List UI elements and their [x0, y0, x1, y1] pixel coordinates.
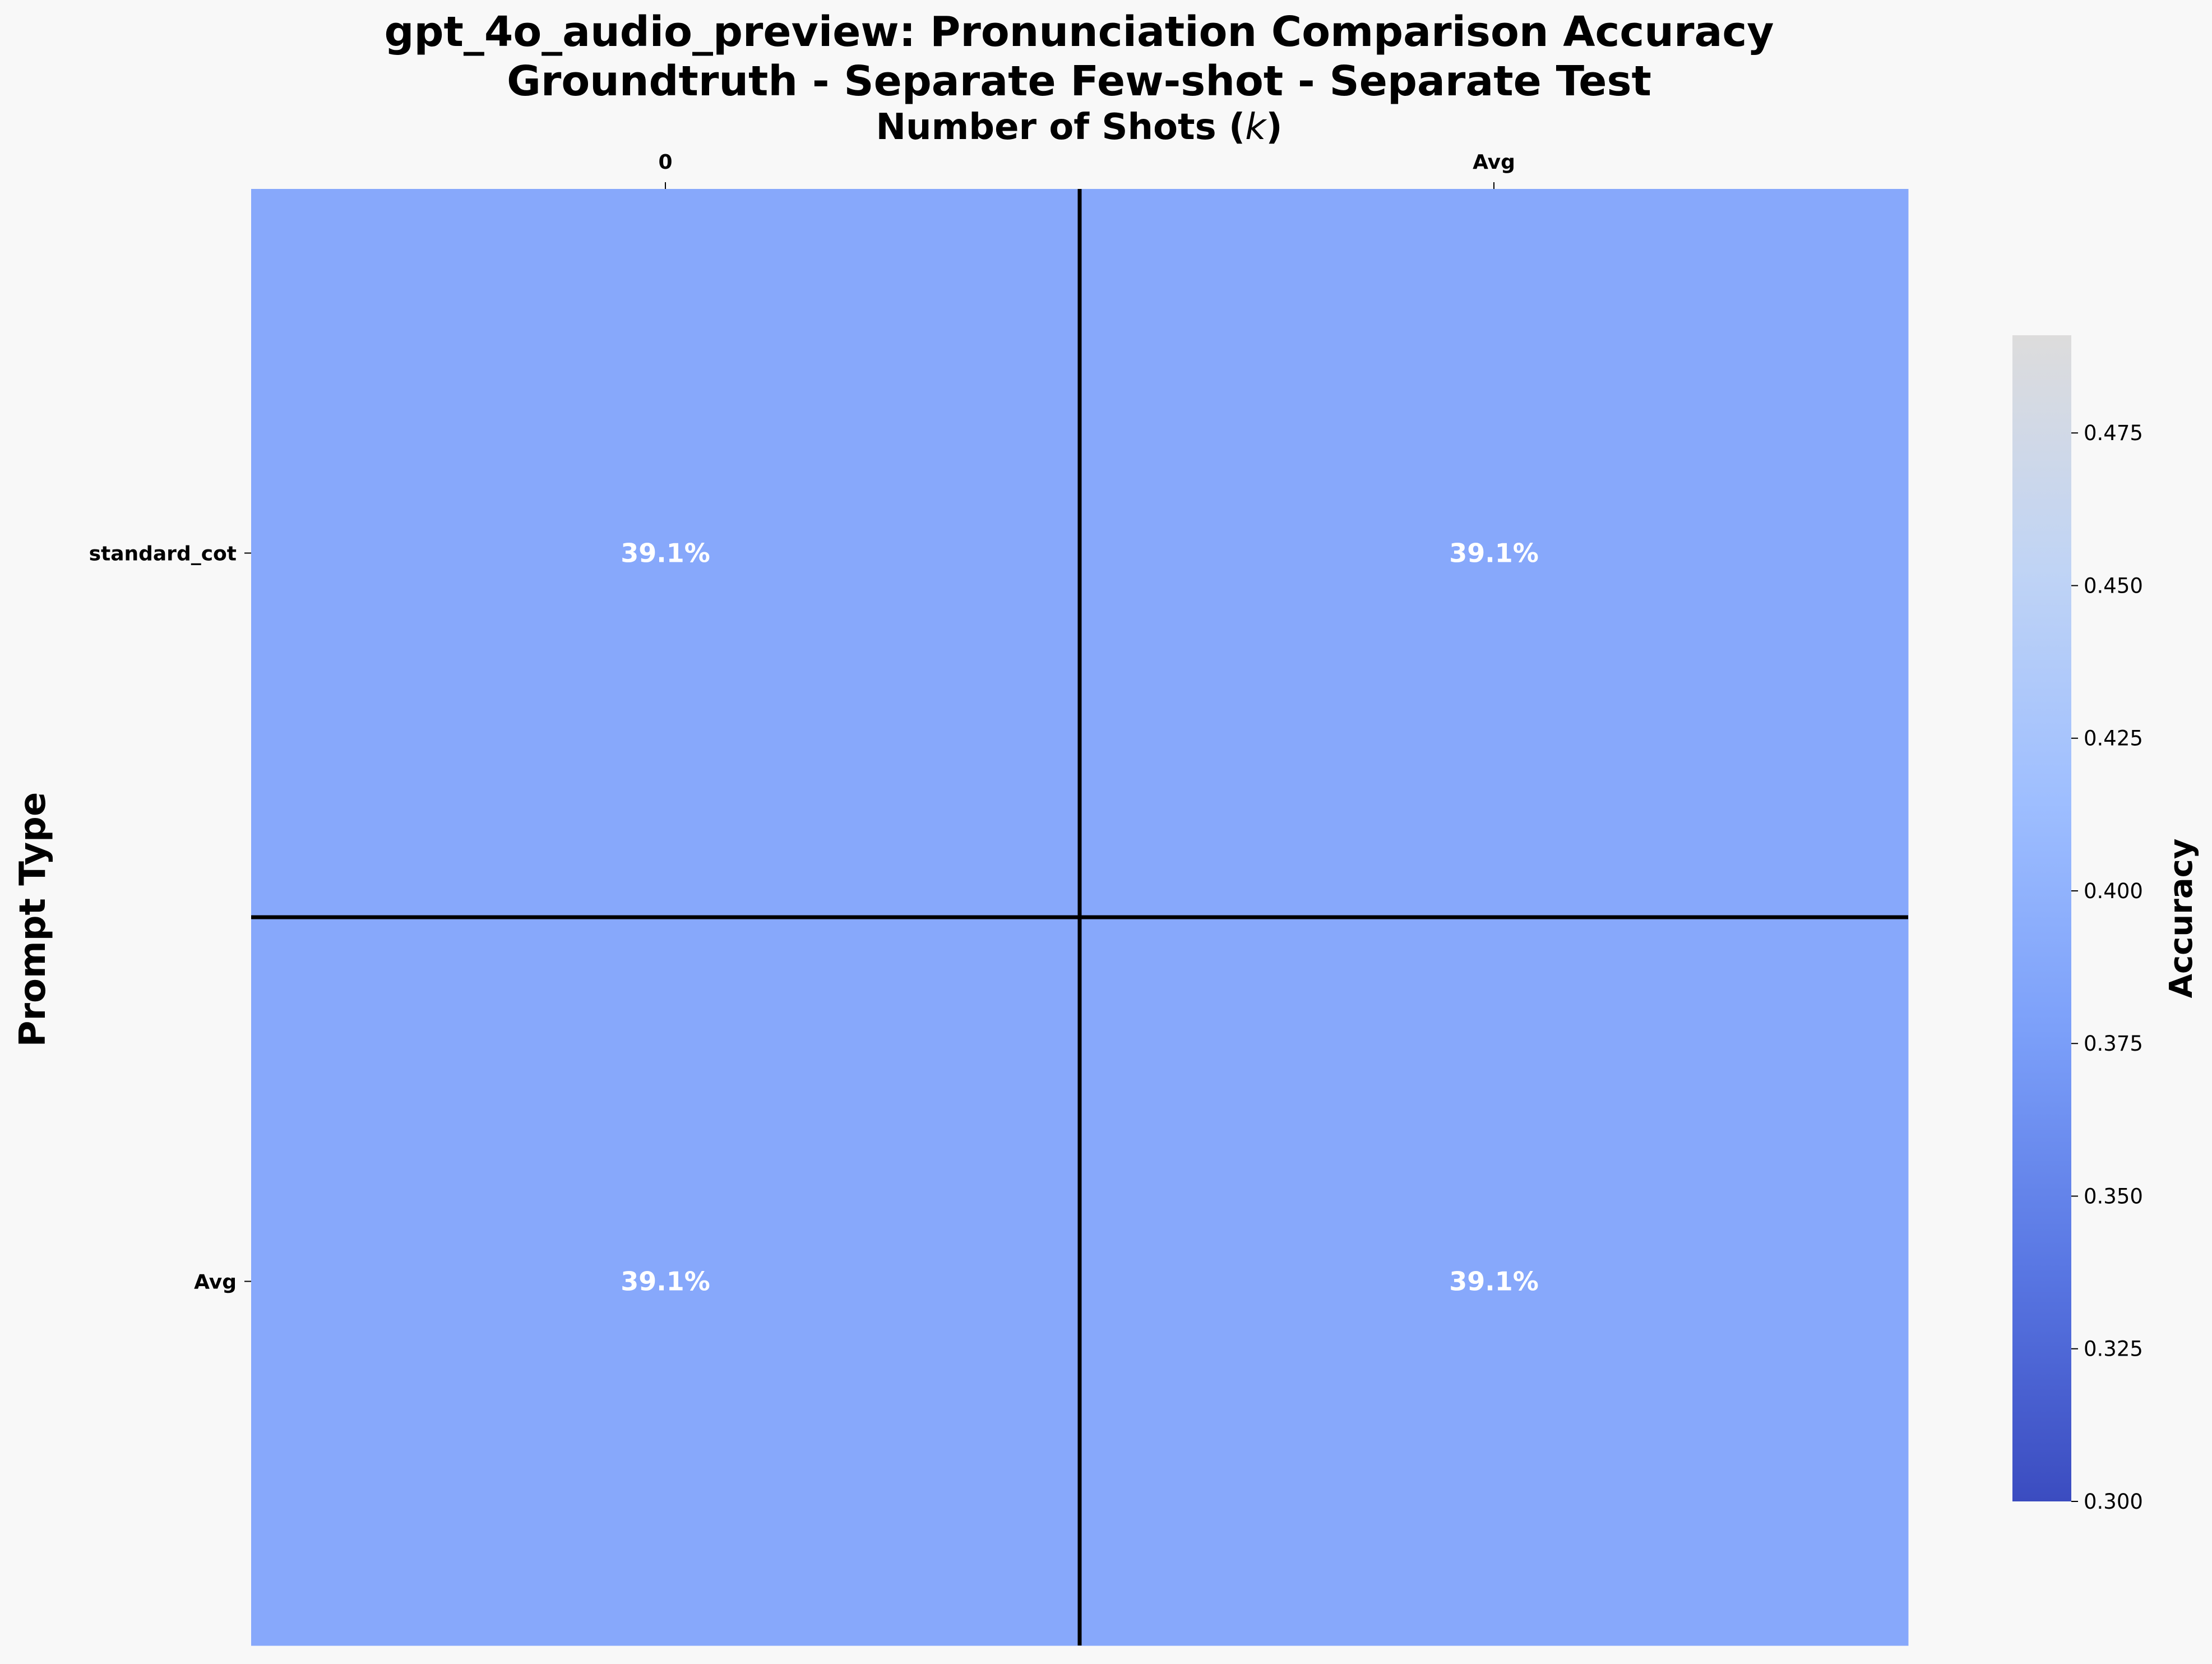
colorbar-gradient	[2012, 335, 2071, 1501]
x-axis-label-close: )	[1266, 107, 1282, 148]
chart-title-line1: gpt_4o_audio_preview: Pronunciation Comp…	[385, 8, 1774, 56]
colorbar-tick-label: 0.350	[2084, 1184, 2143, 1208]
x-axis-ticks: 0 Avg	[658, 151, 1515, 189]
colorbar-tick-label: 0.400	[2084, 879, 2143, 903]
heatmap-cell	[251, 917, 1080, 1646]
heatmap-separators	[251, 189, 1908, 1645]
colorbar-tick-label: 0.450	[2084, 574, 2143, 598]
colorbar: 0.300 0.325 0.350 0.375 0.400 0.425 0.450 0.475…	[2012, 335, 2200, 1514]
x-tick-label: Avg	[1473, 151, 1515, 174]
y-axis-ticks: standard_cot Avg	[89, 543, 251, 1294]
colorbar-tick-label: 0.375	[2084, 1032, 2143, 1056]
heatmap-cell-value: 39.1%	[621, 1267, 710, 1297]
colorbar-tick-label: 0.325	[2084, 1337, 2143, 1361]
colorbar-tick-label: 0.300	[2084, 1490, 2143, 1514]
y-tick-label: Avg	[194, 1271, 237, 1294]
x-tick-label: 0	[658, 151, 672, 174]
heatmap-cell	[1080, 189, 1909, 918]
heatmap-cell-value: 39.1%	[1449, 538, 1539, 568]
heatmap-cell-value: 39.1%	[621, 538, 710, 568]
y-axis-label: Prompt Type	[12, 792, 54, 1047]
heatmap-cell	[251, 189, 1080, 918]
chart-title-line2: Groundtruth - Separate Few-shot - Separa…	[507, 57, 1651, 105]
x-axis-label-text: Number of Shots (	[876, 107, 1245, 148]
heatmap-cell	[1080, 917, 1909, 1646]
heatmap-cells	[251, 189, 1909, 1646]
heatmap-cell-value: 39.1%	[1449, 1267, 1539, 1297]
y-tick-label: standard_cot	[89, 543, 237, 566]
colorbar-tick-label: 0.475	[2084, 421, 2143, 445]
heatmap-cell-labels: 39.1% 39.1% 39.1% 39.1%	[621, 538, 1539, 1297]
x-axis-label-k: k	[1245, 107, 1267, 148]
x-axis-label: Number of Shots (k)	[876, 107, 1282, 148]
colorbar-ticks: 0.300 0.325 0.350 0.375 0.400 0.425 0.450 0.475	[2071, 421, 2143, 1514]
colorbar-tick-label: 0.425	[2084, 727, 2143, 751]
colorbar-label: Accuracy	[2163, 839, 2200, 999]
